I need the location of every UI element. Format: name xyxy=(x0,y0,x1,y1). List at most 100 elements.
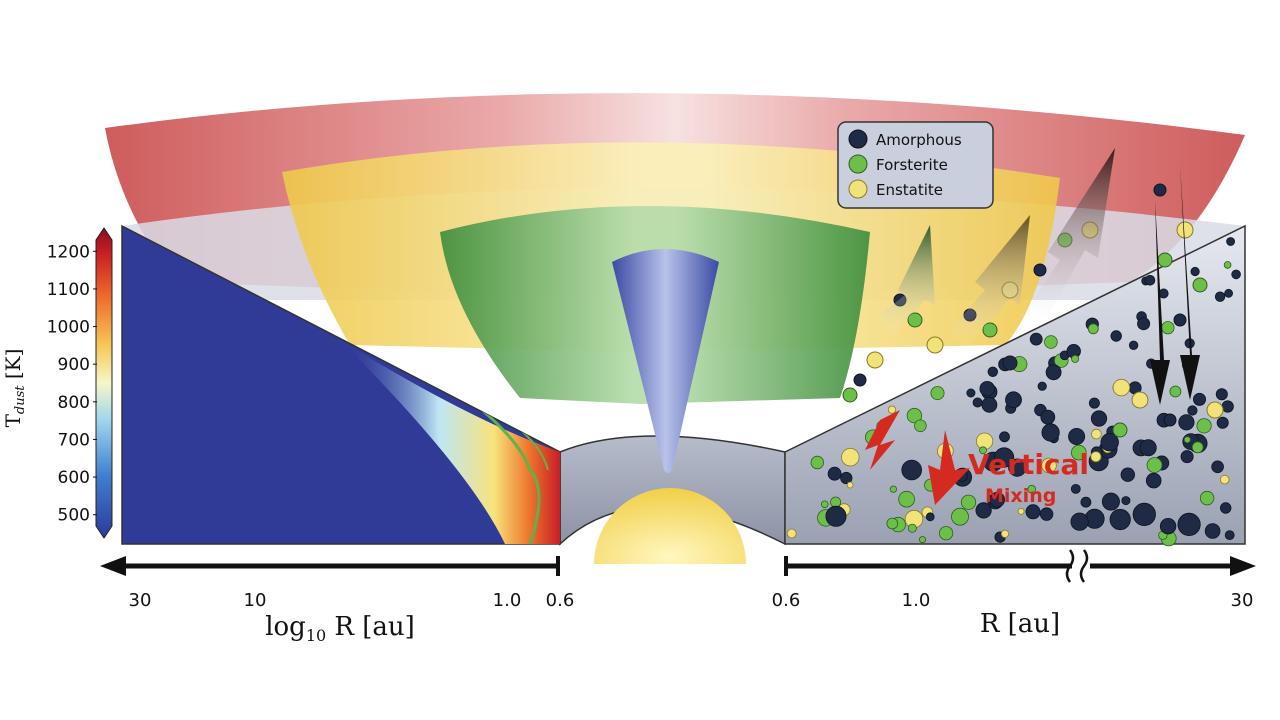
amorphous-grain xyxy=(1025,504,1041,520)
forsterite-grain xyxy=(810,455,825,470)
amorphous-grain xyxy=(1216,416,1229,429)
amorphous-grain xyxy=(1214,291,1226,302)
enstatite-grain xyxy=(786,528,797,539)
amorphous-grain xyxy=(1159,518,1177,535)
colorbar-tick-600: 600 xyxy=(58,468,90,488)
enstatite-grain xyxy=(926,336,944,354)
enstatite-grain xyxy=(1090,451,1102,463)
right-axis-tick-30: 30 xyxy=(1231,590,1254,611)
colorbar-tick-500: 500 xyxy=(58,506,90,526)
amorphous-grain xyxy=(1090,410,1108,427)
right-axis-tick-0-6: 0.6 xyxy=(772,590,801,611)
amorphous-grain xyxy=(1153,183,1167,197)
dust-panel xyxy=(784,224,1246,545)
amorphous-grain xyxy=(1080,496,1092,508)
outflow-cone xyxy=(612,249,719,473)
enstatite-grain xyxy=(1091,428,1102,440)
left-axis-tick-1: 1.0 xyxy=(493,590,522,611)
left-axis-tick-30: 30 xyxy=(129,590,152,611)
forsterite-grain xyxy=(1161,321,1175,335)
colorbar-ticks: 1200 1100 1000 900 800 700 600 500 xyxy=(47,242,97,526)
forsterite-grain xyxy=(898,490,915,508)
legend-label-amorphous: Amorphous xyxy=(876,131,962,149)
amorphous-grain xyxy=(993,447,1015,468)
legend: Amorphous Forsterite Enstatite xyxy=(837,121,994,209)
vertical-mixing-arrows xyxy=(865,148,1200,505)
forsterite-grain xyxy=(1183,436,1191,444)
amorphous-grain xyxy=(1224,288,1233,298)
left-axis-label: log10 R [au] xyxy=(265,612,415,645)
forsterite-grain xyxy=(1071,444,1087,461)
amorphous-grain xyxy=(1144,274,1156,286)
amorphous-grain xyxy=(975,502,992,519)
amorphous-grain xyxy=(1039,507,1054,521)
amorphous-grain xyxy=(825,505,847,527)
amorphous-grain xyxy=(1110,330,1122,342)
forsterite-grain xyxy=(914,419,927,433)
colorbar-bar xyxy=(95,227,113,539)
left-axis-tick-0-6: 0.6 xyxy=(546,590,575,611)
amorphous-grain xyxy=(1173,313,1187,327)
legend-swatch-forsterite xyxy=(848,154,868,174)
amorphous-grain xyxy=(1033,263,1047,277)
enstatite-grain xyxy=(846,481,854,489)
amorphous-grain xyxy=(1041,423,1060,442)
left-axis-tick-10: 10 xyxy=(244,590,267,611)
colorbar-tick-900: 900 xyxy=(58,355,90,375)
colorbar-tick-700: 700 xyxy=(58,430,90,450)
forsterite-grain xyxy=(889,485,898,493)
forsterite-grain xyxy=(982,322,998,338)
colorbar-tick-1000: 1000 xyxy=(47,318,90,338)
forsterite-grain xyxy=(919,536,927,544)
amorphous-grain xyxy=(1215,388,1228,401)
amorphous-grain xyxy=(1219,502,1232,514)
legend-box xyxy=(837,121,994,209)
enstatite-grain xyxy=(841,448,860,467)
enstatite-grain xyxy=(1017,507,1025,515)
forsterite-grain xyxy=(886,517,899,530)
enstatite-grain xyxy=(1206,401,1224,419)
amorphous-grain xyxy=(1178,414,1195,431)
enstatite-grain xyxy=(1041,457,1057,474)
forsterite-grain xyxy=(1169,385,1182,398)
amorphous-grain xyxy=(1045,364,1062,381)
amorphous-grain xyxy=(972,397,983,408)
forsterite-grain xyxy=(1157,252,1173,268)
enstatite-grain xyxy=(1131,391,1149,409)
forsterite-grain xyxy=(979,446,987,455)
amorphous-grain xyxy=(1204,523,1221,539)
amorphous-grain xyxy=(999,431,1010,443)
axis-break xyxy=(1065,549,1089,583)
legend-swatch-enstatite xyxy=(848,179,868,199)
right-axis-tick-1: 1.0 xyxy=(902,590,931,611)
forsterite-grain xyxy=(1112,422,1128,438)
forsterite-grain xyxy=(1087,323,1099,335)
left-axis-arrowhead xyxy=(100,556,126,576)
amorphous-grain xyxy=(1120,467,1136,482)
amorphous-grain xyxy=(966,388,976,398)
amorphous-grain xyxy=(1137,317,1151,331)
legend-label-enstatite: Enstatite xyxy=(876,181,943,199)
amorphous-grain xyxy=(1163,413,1177,427)
forsterite-grain xyxy=(960,494,977,510)
colorbar-label: Tdust [K] xyxy=(1,349,28,428)
colorbar-tick-800: 800 xyxy=(58,393,90,413)
forsterite-grain xyxy=(930,386,945,401)
amorphous-grain xyxy=(901,459,922,481)
amorphous-grain xyxy=(987,366,999,378)
amorphous-grain xyxy=(1139,439,1157,457)
amorphous-grain xyxy=(1190,266,1200,277)
amorphous-grain xyxy=(1088,397,1100,409)
enstatite-grain xyxy=(866,351,884,369)
amorphous-grain xyxy=(1187,405,1198,416)
forsterite-grain xyxy=(1191,441,1204,454)
forsterite-grain xyxy=(1196,418,1212,434)
colorbar-tick-1200: 1200 xyxy=(47,242,90,262)
amorphous-grain xyxy=(1070,483,1081,494)
forsterite-grain xyxy=(1192,277,1208,293)
legend-label-forsterite: Forsterite xyxy=(876,156,948,174)
enstatite-grain xyxy=(887,405,897,414)
amorphous-grain xyxy=(1128,340,1139,351)
forsterite-grain xyxy=(1146,457,1163,474)
amorphous-grain xyxy=(1132,502,1156,527)
